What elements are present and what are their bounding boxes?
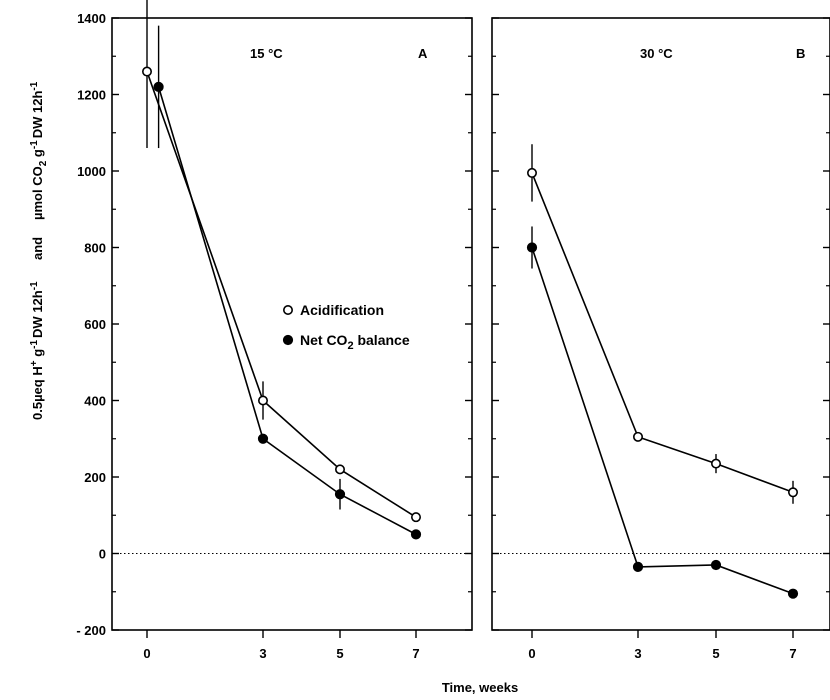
data-point [410, 529, 422, 540]
series-acidification [526, 144, 798, 504]
series-acidification [142, 0, 421, 523]
x-axis-title: Time, weeks [442, 680, 518, 695]
panel-frame [491, 17, 830, 631]
x-tick-label: 0 [528, 646, 535, 661]
data-point [526, 242, 538, 253]
y-axis-title-and: and [30, 237, 45, 260]
data-point [632, 431, 643, 442]
x-tick-label: 7 [412, 646, 419, 661]
x-tick-label: 3 [259, 646, 266, 661]
series-line [531, 247, 794, 595]
temperature-label: 30 °C [640, 46, 673, 61]
y-axis-title: 0.5µeq H+ g-1DW 12h-1 and µmol CO2 g-1DW… [29, 81, 49, 420]
legend-acidification-marker [282, 304, 293, 315]
x-tick-label: 3 [634, 646, 641, 661]
legend-net-co2-label: Net CO2 balance [300, 332, 410, 352]
y-tick-label: 200 [84, 470, 106, 485]
data-point [787, 588, 799, 599]
data-point [632, 561, 644, 572]
y-tick-label: 1200 [77, 88, 106, 103]
y-axis-title-right: µmol CO2 g-1DW 12h-1 [29, 81, 49, 220]
y-tick-label: 1000 [77, 164, 106, 179]
y-axis-title-left: 0.5µeq H+ g-1DW 12h-1 [29, 281, 45, 420]
data-point [153, 81, 164, 92]
y-tick-label: 0 [99, 547, 106, 562]
series-net-co2-balance [526, 226, 799, 599]
temperature-label: 15 °C [250, 46, 283, 61]
y-tick-label: 800 [84, 241, 106, 256]
legend-acidification-label: Acidification [300, 302, 384, 318]
data-point [334, 489, 346, 500]
x-tick-label: 5 [336, 646, 343, 661]
series-line [146, 71, 417, 518]
y-tick-label: 1400 [77, 11, 106, 26]
data-point [710, 559, 722, 571]
x-tick-label: 7 [789, 646, 796, 661]
data-point [334, 464, 345, 475]
y-tick-label: 600 [84, 317, 106, 332]
series-net-co2-balance [153, 25, 422, 540]
data-point [257, 395, 268, 406]
panel-b: 0 3 5 7 30 °C B [491, 17, 830, 661]
data-point [410, 512, 421, 523]
legend: Acidification Net CO2 balance [282, 302, 410, 352]
y-tick-label: - 200 [76, 623, 106, 638]
y-tick-label: 400 [84, 394, 106, 409]
data-point [787, 487, 798, 498]
data-point [710, 458, 721, 469]
x-tick-label: 5 [712, 646, 719, 661]
panel-letter: A [418, 46, 428, 61]
data-point [526, 167, 537, 178]
data-point [257, 433, 269, 444]
panel-letter: B [796, 46, 805, 61]
panel-a: - 200 0 200 400 600 800 1000 1200 1400 0 3 5 7 15 °C A [76, 0, 473, 661]
series-line [157, 86, 417, 536]
data-point [142, 66, 153, 77]
legend-net-co2-marker [282, 334, 294, 346]
x-tick-label: 0 [143, 646, 150, 661]
series-line [531, 172, 794, 494]
panels: - 200 0 200 400 600 800 1000 1200 1400 0 3 5 7 15 °C A… [76, 0, 830, 661]
